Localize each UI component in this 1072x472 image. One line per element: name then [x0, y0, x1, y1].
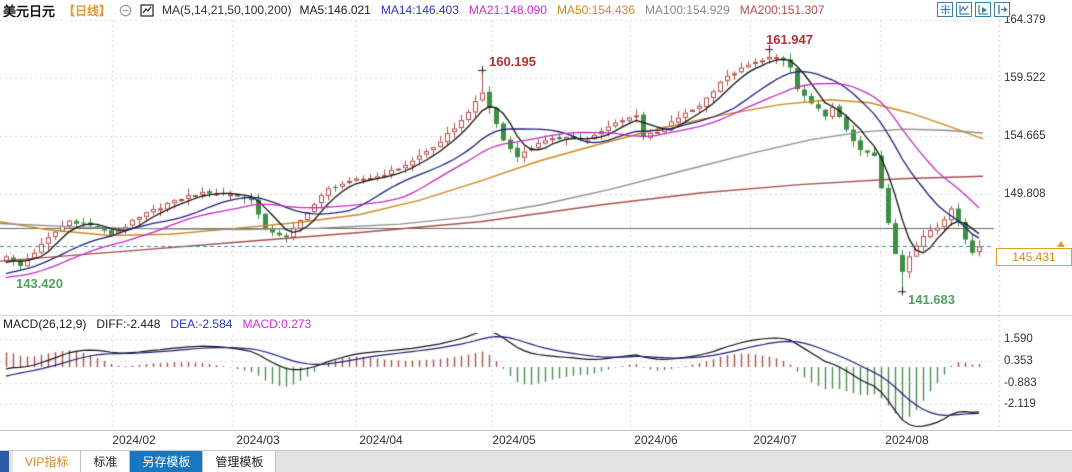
time-tick-label: 2024/08	[885, 433, 929, 447]
time-tick-label: 2024/07	[753, 433, 797, 447]
macd-params-label: MACD(26,12,9)	[3, 317, 87, 331]
macd-values: DIFF:-2.448 DEA:-2.584 MACD:0.273	[96, 317, 311, 332]
time-tick-label: 2024/04	[359, 433, 403, 447]
price-tick-label: 159.522	[1004, 72, 1046, 85]
ma-values: MA5:146.021 MA14:146.403 MA21:148.090 MA50:…	[299, 3, 824, 17]
time-axis	[0, 430, 1072, 450]
macd-value-1: DEA:-2.584	[170, 317, 233, 331]
ma-value-0: MA5:146.021	[299, 3, 371, 17]
tab-0[interactable]: VIP指标	[13, 451, 82, 472]
time-tick-label: 2024/02	[112, 433, 156, 447]
collapse-icon[interactable]	[119, 4, 132, 17]
current-price-tag: 145.431	[996, 248, 1072, 266]
chart-toolbar	[937, 2, 1010, 17]
tab-1[interactable]: 标准	[81, 451, 131, 472]
ma-value-2: MA21:148.090	[468, 3, 547, 17]
chart-header: 美元日元 【日线】 MA(5,14,21,50,100,200) MA5:146…	[3, 1, 831, 19]
price-tick-label: 149.808	[1004, 188, 1046, 201]
tab-2[interactable]: 另存模板	[130, 451, 204, 472]
price-annotation: 160.195	[489, 54, 536, 69]
macd-value-0: DIFF:-2.448	[96, 317, 161, 331]
chart-type-icon[interactable]	[140, 3, 154, 17]
indicator-window-icon[interactable]	[956, 2, 972, 17]
tabbar-grip[interactable]	[0, 451, 9, 472]
time-tick-label: 2024/06	[634, 433, 678, 447]
crosshair-icon[interactable]	[937, 2, 953, 17]
price-tick-label: 154.665	[1004, 130, 1046, 143]
scale-right-icon[interactable]	[975, 2, 991, 17]
price-annotation: 141.683	[908, 292, 955, 307]
macd-tick-label: 0.353	[1004, 354, 1033, 367]
time-tick-label: 2024/03	[236, 433, 280, 447]
ma-value-1: MA14:146.403	[380, 3, 459, 17]
price-annotation: 161.947	[766, 32, 813, 47]
macd-value-2: MACD:0.273	[242, 317, 312, 331]
tab-3[interactable]: 管理模板	[203, 451, 277, 472]
ma-value-5: MA200:151.307	[739, 3, 825, 17]
macd-tick-label: 1.590	[1004, 333, 1033, 346]
macd-tick-label: -0.883	[1004, 376, 1037, 389]
ma-value-4: MA100:154.929	[645, 3, 730, 17]
macd-tick-label: -2.119	[1004, 398, 1036, 411]
price-annotation: 143.420	[16, 276, 63, 291]
macd-header: MACD(26,12,9) DIFF:-2.448 DEA:-2.584 MACD:…	[3, 317, 318, 332]
time-tick-label: 2024/05	[492, 433, 536, 447]
period-label: 【日线】	[63, 3, 112, 18]
price-arrow-icon	[1057, 241, 1065, 247]
price-tick-label: 164.379	[1004, 14, 1046, 26]
hide-panel-icon[interactable]	[994, 2, 1010, 17]
symbol-name: 美元日元	[3, 3, 56, 19]
ma-value-3: MA50:154.436	[556, 3, 636, 17]
template-tabbar: VIP指标 标准 另存模板 管理模板	[0, 450, 1072, 472]
ma-settings-label: MA(5,14,21,50,100,200)	[162, 3, 292, 17]
